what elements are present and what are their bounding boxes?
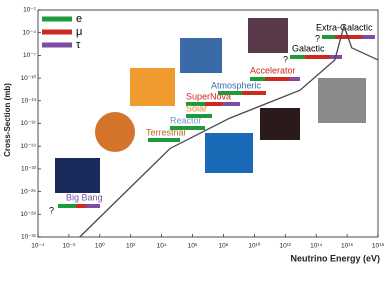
photo-sun xyxy=(130,68,175,106)
range-bar xyxy=(265,77,290,81)
range-bar xyxy=(362,35,375,39)
range-bar xyxy=(186,102,205,106)
x-tick-label: 10¹⁴ xyxy=(310,243,322,250)
x-tick-label: 10¹² xyxy=(279,243,291,250)
range-bar xyxy=(205,102,222,106)
annotation: SuperNova xyxy=(186,91,231,101)
x-axis-title: Neutrino Energy (eV) xyxy=(290,253,380,263)
y-tick-label: 10⁻¹⁶ xyxy=(20,120,36,127)
y-tick-label: 10⁻¹ xyxy=(23,7,37,14)
y-tick-label: 10⁻²⁸ xyxy=(20,211,36,218)
legend-swatch xyxy=(42,16,72,22)
annotation: ? xyxy=(49,205,54,215)
annotation: Atmospheric xyxy=(211,80,262,90)
annotation: Big Bang xyxy=(66,192,103,202)
x-tick-label: 10¹⁸ xyxy=(372,243,384,250)
range-bar xyxy=(86,204,100,208)
range-bar xyxy=(305,55,330,59)
photo-earth-core xyxy=(95,112,135,152)
range-bar xyxy=(76,204,86,208)
range-bar xyxy=(170,126,205,130)
annotation: Reactor xyxy=(170,115,202,125)
range-bar xyxy=(222,102,240,106)
photo-nebula xyxy=(248,18,288,53)
x-tick-label: 10⁶ xyxy=(188,243,198,250)
annotation: Terrestrial xyxy=(146,127,186,137)
x-tick-label: 10⁰ xyxy=(95,242,105,250)
x-tick-label: 10² xyxy=(126,243,136,250)
annotation: Accelerator xyxy=(250,65,296,75)
range-bar xyxy=(148,138,180,142)
annotation: ? xyxy=(315,33,320,43)
y-tick-label: 10⁻²⁵ xyxy=(20,188,36,195)
range-bar xyxy=(250,77,265,81)
y-tick-label: 10⁻¹⁰ xyxy=(21,74,37,82)
annotation: Solar xyxy=(186,103,207,113)
x-tick-label: 10⁻² xyxy=(62,243,76,250)
legend-swatch xyxy=(42,29,72,35)
cross-section-line xyxy=(79,23,379,238)
x-tick-label: 10⁸ xyxy=(218,243,228,250)
range-bar xyxy=(322,35,335,39)
legend-label: e xyxy=(76,13,82,25)
range-bar xyxy=(186,114,212,118)
x-tick-label: 10¹⁰ xyxy=(248,242,260,250)
photos xyxy=(55,18,366,193)
photo-big-bang xyxy=(55,158,100,193)
annotation: Galactic xyxy=(292,43,325,53)
photo-reactor xyxy=(205,133,253,173)
photo-galaxy xyxy=(318,78,366,123)
legend-label: τ xyxy=(76,39,81,51)
x-tick-label: 10⁻⁴ xyxy=(31,243,45,250)
x-tick-label: 10¹⁶ xyxy=(341,243,353,250)
range-bar xyxy=(290,55,305,59)
x-tick-label: 10⁴ xyxy=(157,243,167,250)
range-bar xyxy=(58,204,76,208)
y-tick-label: 10⁻¹⁹ xyxy=(20,143,36,150)
annotation: ? xyxy=(283,54,288,64)
photo-supernova xyxy=(260,108,300,140)
legend-swatch xyxy=(42,42,72,48)
y-axis-title: Cross-Section (mb) xyxy=(3,83,12,157)
y-tick-label: 10⁻⁴ xyxy=(23,29,37,36)
y-tick-label: 10⁻³¹ xyxy=(21,234,37,241)
y-tick-label: 10⁻²² xyxy=(21,166,37,173)
y-tick-label: 10⁻⁷ xyxy=(23,52,37,59)
range-bar xyxy=(218,91,242,95)
photo-earth xyxy=(180,38,222,73)
range-bar xyxy=(290,77,300,81)
y-tick-label: 10⁻¹³ xyxy=(21,98,37,105)
legend-label: μ xyxy=(76,26,82,38)
range-bar xyxy=(242,91,266,95)
